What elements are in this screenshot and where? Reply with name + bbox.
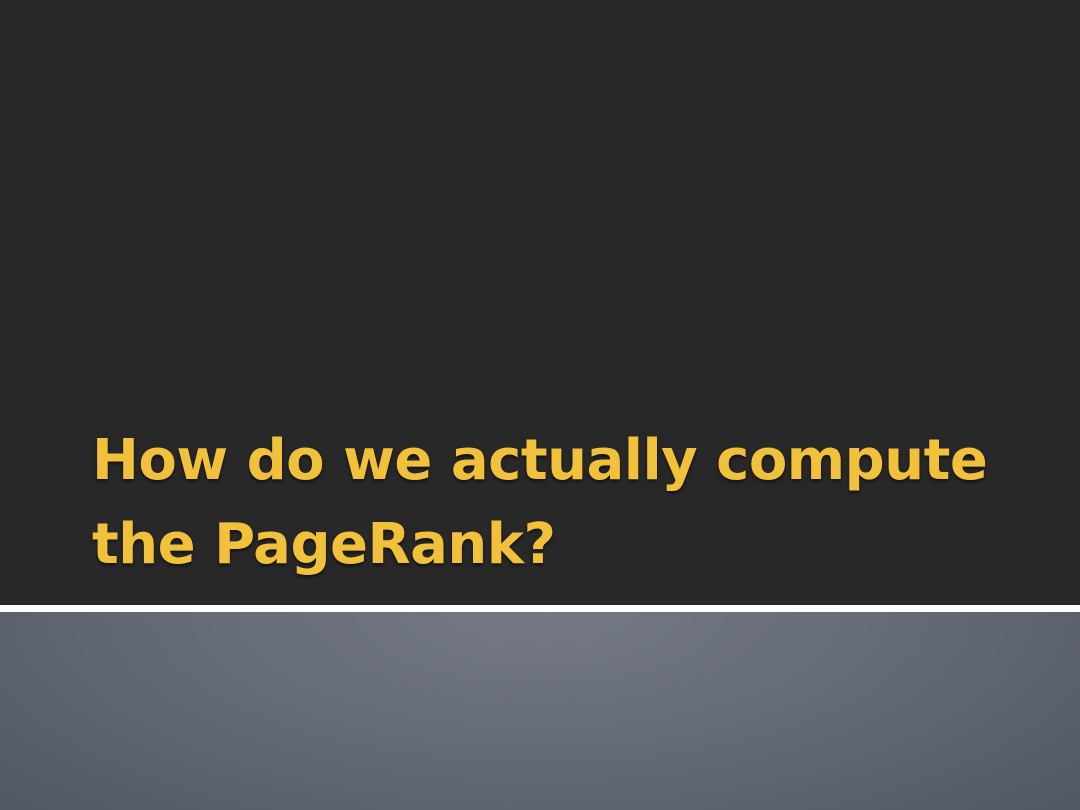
title-panel [0,0,1080,605]
footer-panel [0,612,1080,810]
title-container: How do we actually compute the PageRank? [92,407,1052,587]
slide-title-line-1: How do we actually compute [92,428,988,493]
slide-title: How do we actually compute the PageRank? [92,419,988,587]
slide-title-line-2: the PageRank? [92,512,556,577]
divider-line [0,605,1080,612]
